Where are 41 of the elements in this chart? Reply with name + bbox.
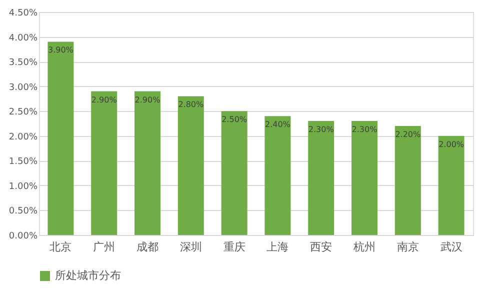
data-label: 2.30% (352, 125, 378, 134)
bar (221, 111, 248, 235)
x-tick-label: 杭州 (352, 240, 376, 254)
y-tick-label: 0.50% (8, 206, 38, 217)
x-tick-label: 北京 (50, 240, 72, 254)
y-tick-label: 4.00% (8, 33, 38, 44)
bar (178, 96, 204, 235)
x-tick-label: 深圳 (180, 240, 202, 254)
y-tick-label: 3.50% (8, 58, 38, 68)
x-tick-label: 西安 (310, 240, 332, 254)
x-tick-label: 武汉 (440, 240, 462, 254)
bar (308, 121, 334, 235)
y-tick-label: 4.50% (8, 8, 38, 18)
y-tick-label: 3.00% (8, 82, 38, 93)
y-tick-label: 2.50% (8, 108, 38, 118)
bar (134, 91, 160, 235)
legend-label: 所处城市分布 (55, 269, 121, 282)
data-label: 2.00% (438, 140, 464, 149)
data-label: 2.90% (134, 95, 161, 104)
bar (264, 116, 291, 235)
y-tick-label: 2.00% (8, 132, 38, 142)
data-label: 2.20% (395, 130, 421, 139)
data-label: 2.90% (91, 95, 118, 104)
bar (352, 121, 378, 235)
y-tick-label: 1.00% (8, 182, 38, 192)
data-label: 2.50% (222, 115, 248, 124)
data-label: 3.90% (48, 46, 74, 55)
bar (48, 42, 74, 235)
bar (438, 136, 464, 235)
x-tick-label: 成都 (136, 240, 158, 254)
y-tick-label: 1.50% (8, 157, 38, 168)
x-tick-label: 广州 (93, 240, 116, 254)
x-tick-label: 重庆 (223, 240, 246, 254)
data-label: 2.30% (308, 125, 334, 134)
bar (91, 91, 118, 235)
data-label: 2.80% (178, 100, 204, 110)
x-tick-label: 南京 (396, 240, 419, 254)
y-tick-label: 0.00% (8, 232, 38, 242)
data-label: 2.40% (264, 120, 291, 130)
bar (394, 126, 421, 235)
x-tick-label: 上海 (266, 240, 289, 254)
